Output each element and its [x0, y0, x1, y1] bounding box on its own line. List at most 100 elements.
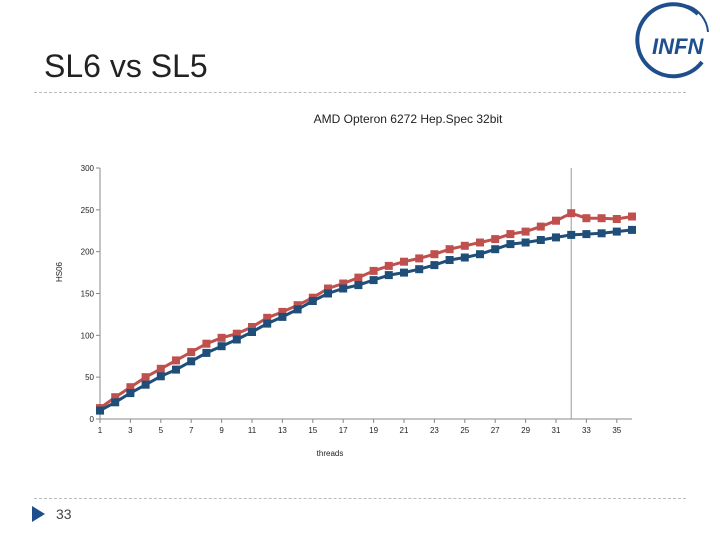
data-point-sl6	[536, 222, 545, 231]
x-tick-label: 33	[582, 426, 591, 435]
data-point-sl5	[369, 276, 378, 285]
data-point-sl6	[369, 266, 378, 275]
data-point-sl5	[172, 365, 180, 374]
x-tick-label: 19	[369, 426, 378, 435]
data-point-sl5	[597, 229, 606, 238]
y-axis-label: HS06	[55, 261, 64, 282]
data-point-sl5	[476, 250, 484, 259]
data-point-sl6	[202, 339, 211, 348]
data-point-sl5	[628, 225, 636, 234]
data-point-sl6	[278, 307, 287, 316]
data-point-sl6	[521, 227, 530, 236]
x-tick-label: 15	[308, 426, 317, 435]
data-point-sl6	[248, 323, 256, 331]
data-point-sl6	[445, 245, 454, 254]
data-point-sl5	[232, 335, 241, 344]
data-point-sl5	[248, 328, 256, 336]
logo-text: INFN	[652, 34, 704, 59]
page-number: 33	[56, 506, 72, 522]
data-point-sl5	[612, 227, 621, 236]
data-point-sl6	[582, 214, 591, 223]
y-tick-label: 250	[81, 206, 95, 215]
data-point-sl6	[491, 235, 500, 244]
data-point-sl5	[217, 342, 226, 351]
data-point-sl5	[187, 357, 196, 366]
data-point-sl5	[324, 289, 332, 298]
data-point-sl6	[187, 348, 196, 357]
x-tick-label: 21	[400, 426, 409, 435]
x-tick-label: 11	[248, 426, 257, 435]
data-point-sl5	[521, 238, 530, 247]
x-tick-label: 29	[521, 426, 530, 435]
data-point-sl6	[567, 209, 576, 218]
data-point-sl6	[354, 273, 363, 282]
data-point-sl6	[339, 279, 348, 288]
data-point-sl5	[308, 297, 317, 305]
data-point-sl5	[567, 230, 576, 239]
data-point-sl5	[202, 348, 211, 357]
x-axis-label: threads	[317, 449, 344, 458]
x-tick-label: 3	[128, 426, 133, 435]
data-point-sl6	[293, 301, 302, 310]
x-tick-label: 25	[460, 426, 469, 435]
y-tick-label: 0	[90, 415, 95, 424]
data-point-sl6	[172, 356, 180, 365]
data-point-sl6	[324, 284, 332, 293]
data-point-sl6	[460, 241, 469, 250]
x-tick-label: 5	[159, 426, 164, 435]
series-line-sl6	[99, 211, 633, 410]
y-tick-label: 200	[81, 248, 95, 257]
data-point-sl5	[491, 245, 500, 254]
x-tick-label: 35	[612, 426, 621, 435]
data-point-sl6	[552, 216, 560, 225]
data-point-sl5	[536, 236, 545, 244]
data-point-sl5	[506, 240, 515, 249]
data-point-sl6	[141, 373, 150, 382]
data-point-sl5	[111, 398, 120, 407]
x-tick-label: 27	[491, 426, 500, 435]
slide-title: SL6 vs SL5	[44, 48, 208, 84]
data-point-sl5	[582, 230, 591, 239]
data-point-sl6	[597, 214, 606, 223]
y-tick-label: 300	[81, 164, 95, 173]
data-point-sl5	[460, 253, 469, 262]
data-point-sl6	[217, 333, 226, 342]
data-point-sl6	[430, 250, 439, 259]
x-tick-label: 17	[339, 426, 348, 435]
infn-logo: INFN	[635, 2, 709, 79]
data-point-sl6	[156, 364, 165, 373]
bottom-divider	[34, 498, 686, 499]
series-line-sl5	[99, 228, 633, 412]
x-tick-label: 9	[219, 426, 224, 435]
data-point-sl5	[445, 256, 454, 264]
data-point-sl6	[628, 212, 636, 221]
x-tick-label: 23	[430, 426, 439, 435]
y-tick-label: 100	[81, 331, 95, 340]
x-tick-label: 13	[278, 426, 287, 435]
data-point-sl6	[612, 215, 621, 223]
data-point-sl6	[400, 257, 408, 266]
data-point-sl5	[293, 305, 302, 314]
top-divider	[34, 92, 686, 93]
arrow-marker-icon	[32, 506, 45, 522]
y-tick-label: 150	[81, 290, 95, 299]
data-point-sl6	[126, 383, 135, 392]
data-point-sl5	[96, 406, 104, 415]
data-point-sl6	[415, 254, 424, 263]
data-point-sl5	[552, 233, 560, 242]
y-tick-label: 50	[85, 373, 94, 382]
data-point-sl5	[354, 281, 363, 290]
data-point-sl6	[506, 230, 515, 239]
data-point-sl5	[400, 268, 408, 277]
data-point-sl5	[156, 372, 165, 381]
data-point-sl5	[126, 389, 135, 398]
data-point-sl6	[111, 393, 120, 402]
data-point-sl6	[384, 261, 393, 270]
data-point-sl6	[476, 238, 484, 247]
x-tick-label: 7	[189, 426, 194, 435]
data-point-sl6	[232, 329, 241, 338]
x-tick-label: 1	[98, 426, 103, 435]
x-tick-label: 31	[552, 426, 561, 435]
data-point-sl5	[339, 284, 348, 293]
